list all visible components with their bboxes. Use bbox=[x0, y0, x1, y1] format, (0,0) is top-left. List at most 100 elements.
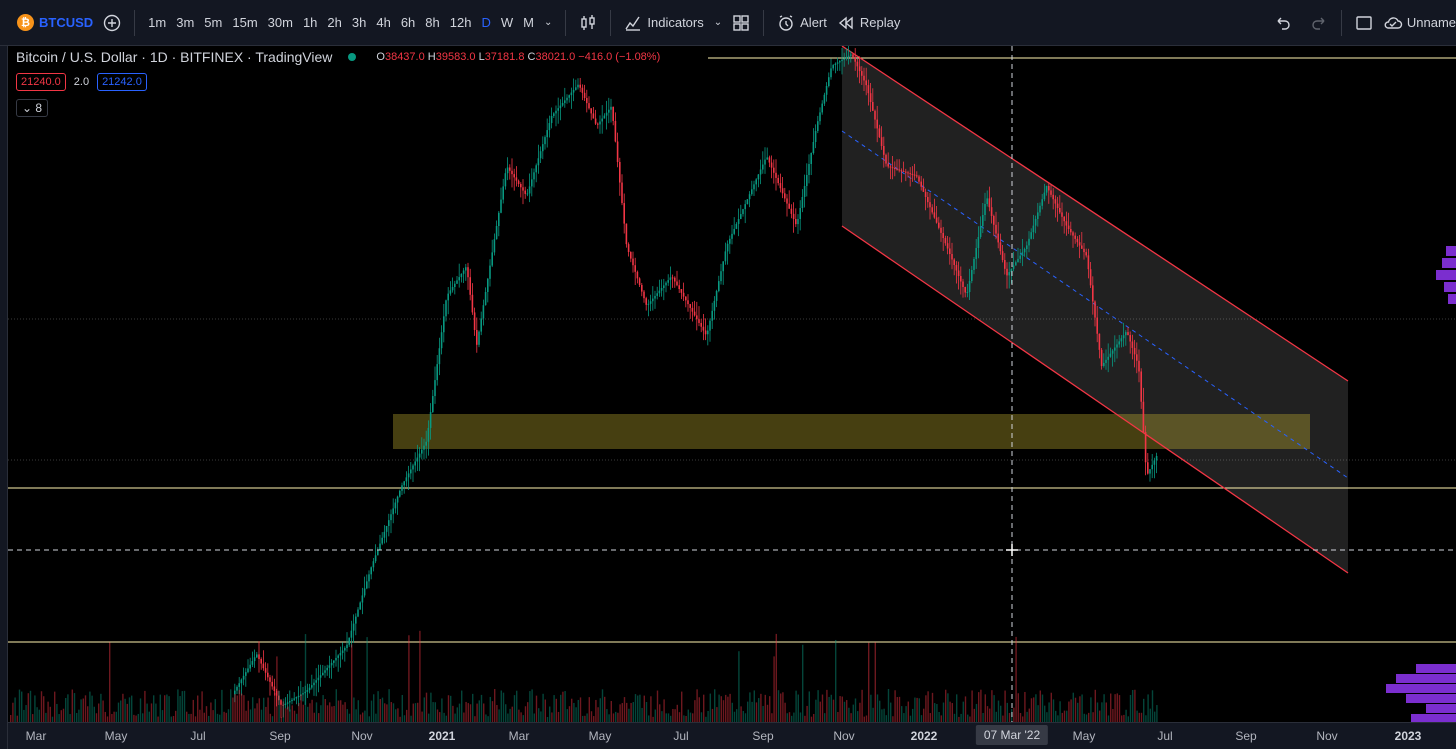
volume-bar bbox=[993, 695, 995, 722]
time-axis[interactable]: Mar May Jul Sep Nov 2021 Mar May Jul Sep Nov 2022 Ma… bbox=[8, 722, 1456, 749]
volume-bar bbox=[676, 704, 678, 722]
candle bbox=[1039, 205, 1041, 213]
candle bbox=[546, 130, 548, 138]
volume-bar bbox=[907, 701, 909, 722]
candle bbox=[627, 244, 630, 252]
timeframe-5m[interactable]: 5m bbox=[204, 15, 223, 30]
candle bbox=[1001, 251, 1004, 260]
volume-bar bbox=[934, 703, 936, 722]
timeframe-3m[interactable]: 3m bbox=[176, 15, 195, 30]
volume-bar bbox=[859, 702, 861, 722]
timeframe-2h[interactable]: 2h bbox=[327, 15, 342, 30]
volume-bar bbox=[216, 713, 219, 722]
volume-bar bbox=[146, 703, 148, 722]
timeframe-m[interactable]: M bbox=[523, 15, 534, 30]
chevron-down-icon: ⌄ bbox=[543, 17, 553, 28]
timeframe-3h[interactable]: 3h bbox=[351, 15, 367, 30]
volume-bar bbox=[320, 705, 322, 722]
candle bbox=[482, 305, 485, 319]
candle bbox=[759, 169, 762, 175]
redo-button[interactable] bbox=[1305, 8, 1333, 38]
compare-symbol-button[interactable] bbox=[98, 8, 126, 38]
candle bbox=[1078, 242, 1081, 246]
volume-bar bbox=[1050, 692, 1052, 722]
candle bbox=[753, 184, 755, 190]
volume-bar bbox=[425, 692, 428, 722]
indicators-collapse-button[interactable]: ⌄ 8 bbox=[16, 99, 49, 117]
symbol-search-button[interactable]: ₿ BTCUSD bbox=[12, 8, 98, 38]
timeframe-w[interactable]: W bbox=[500, 15, 514, 30]
open-value: 38437.0 bbox=[384, 51, 425, 63]
volume-bar bbox=[949, 701, 951, 722]
chart-pane[interactable] bbox=[8, 46, 1456, 722]
volume-bar bbox=[617, 712, 619, 722]
volume-bar bbox=[1143, 698, 1145, 722]
volume-bar bbox=[47, 701, 49, 722]
candle bbox=[1083, 248, 1085, 253]
candle bbox=[572, 89, 575, 93]
timeframe-12h[interactable]: 12h bbox=[449, 15, 472, 30]
volume-bar bbox=[940, 715, 942, 722]
candle bbox=[322, 672, 324, 676]
candle bbox=[773, 167, 775, 173]
volume-bar bbox=[1072, 692, 1074, 722]
candle bbox=[830, 68, 832, 78]
candle bbox=[1061, 212, 1063, 217]
volume-bar bbox=[23, 709, 25, 722]
volume-bar bbox=[529, 691, 531, 722]
sell-price-button[interactable]: 21240.0 bbox=[16, 73, 66, 91]
close-value: 38021.0 bbox=[535, 51, 576, 63]
alert-label: Alert bbox=[800, 15, 827, 30]
timeframe-1m[interactable]: 1m bbox=[148, 15, 167, 30]
candle bbox=[599, 121, 601, 125]
volume-bar bbox=[392, 703, 395, 722]
layout-name-button[interactable]: Unname bbox=[1378, 8, 1456, 38]
candle bbox=[894, 168, 896, 169]
buy-price-button[interactable]: 21242.0 bbox=[97, 73, 147, 91]
candle bbox=[788, 203, 790, 209]
chart-type-button[interactable] bbox=[574, 8, 602, 38]
fullscreen-button[interactable] bbox=[1350, 8, 1378, 38]
alert-button[interactable]: Alert bbox=[772, 8, 832, 38]
candle bbox=[273, 686, 276, 692]
undo-button[interactable] bbox=[1269, 8, 1297, 38]
candle bbox=[698, 319, 700, 323]
replay-button[interactable]: Replay bbox=[832, 8, 905, 38]
volume-bar bbox=[454, 713, 456, 722]
volume-bar bbox=[102, 700, 104, 722]
volume-bar bbox=[181, 691, 183, 722]
volume-bar bbox=[1125, 709, 1127, 722]
timeframe-6h[interactable]: 6h bbox=[400, 15, 416, 30]
channel-upper-line bbox=[841, 46, 1349, 382]
indicators-dropdown[interactable]: ⌄ bbox=[709, 8, 727, 38]
top-toolbar: ₿ BTCUSD 1m 3m 5m 15m 30m 1h 2h 3h 4h 6h 8h 12h D W M … bbox=[0, 0, 1456, 46]
volume-bar bbox=[177, 689, 179, 722]
volume-bar bbox=[982, 712, 984, 722]
volume-bar bbox=[804, 715, 806, 722]
volume-bar bbox=[760, 693, 762, 722]
timeframe-d[interactable]: D bbox=[481, 15, 491, 30]
candle bbox=[282, 704, 284, 706]
volume-bar bbox=[1063, 710, 1066, 722]
timeframe-30m[interactable]: 30m bbox=[267, 15, 293, 30]
indicators-button[interactable]: Indicators bbox=[619, 8, 708, 38]
timeframe-8h[interactable]: 8h bbox=[425, 15, 440, 30]
layouts-button[interactable] bbox=[727, 8, 755, 38]
candle bbox=[731, 233, 733, 239]
timeframe-4h[interactable]: 4h bbox=[376, 15, 391, 30]
volume-bar bbox=[568, 706, 571, 722]
candle bbox=[388, 520, 390, 526]
volume-bar bbox=[472, 693, 474, 722]
volume-bar bbox=[898, 696, 901, 722]
timeframe-dropdown[interactable]: ⌄ bbox=[539, 8, 557, 38]
candle bbox=[632, 258, 634, 266]
volume-bar bbox=[769, 696, 771, 722]
volume-bar bbox=[309, 703, 311, 722]
volume-bar bbox=[56, 703, 58, 722]
volume-bar bbox=[700, 712, 703, 722]
timeframe-15m[interactable]: 15m bbox=[232, 15, 258, 30]
timeframe-1h[interactable]: 1h bbox=[302, 15, 318, 30]
price-chart[interactable] bbox=[8, 46, 1456, 722]
volume-bar bbox=[551, 712, 553, 722]
candle bbox=[916, 175, 918, 177]
